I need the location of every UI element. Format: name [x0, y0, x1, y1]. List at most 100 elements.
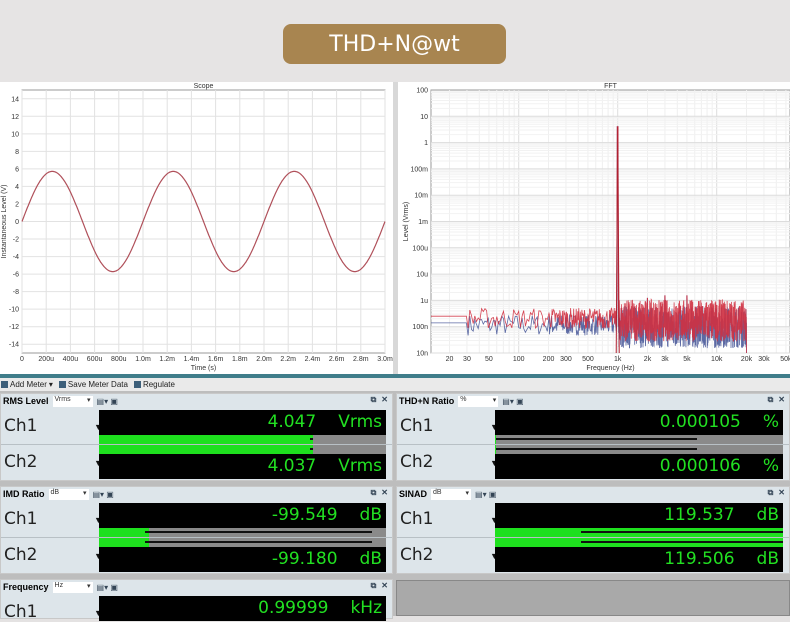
add-icon — [1, 381, 8, 388]
channel-label: Ch2 — [400, 545, 434, 565]
x-tick-label: 1.2m — [159, 356, 175, 363]
x-tick-label: 600u — [87, 356, 103, 363]
channel-label: Ch1 — [4, 509, 38, 529]
y-tick-label: 0 — [15, 219, 19, 226]
meter-unit: dB — [359, 549, 382, 569]
y-tick-label: 100m — [410, 166, 428, 173]
meter-options-icon[interactable]: ▤▾ ▣ — [96, 582, 118, 592]
meter-header: THD+N Ratio%▤▾ ▣ ⧉ ✕ — [397, 394, 789, 408]
level-bar — [495, 528, 783, 537]
value-display: 4.037 Vrms — [99, 454, 386, 479]
x-tick-label: 200u — [38, 356, 54, 363]
x-axis-label: Time (s) — [191, 365, 216, 372]
channel-dropdown-arrow[interactable]: ▼ — [94, 515, 103, 525]
splitter[interactable] — [0, 374, 790, 378]
unit-select[interactable]: % — [458, 395, 499, 407]
unit-select[interactable]: Hz — [52, 581, 93, 593]
channel-label: Ch1 — [4, 416, 38, 436]
channel-dropdown-arrow[interactable]: ▼ — [490, 422, 499, 432]
close-icon[interactable]: ✕ — [381, 395, 388, 404]
meter-value: 4.047 — [267, 412, 317, 432]
chart-title: Scope — [194, 83, 214, 90]
meter-title: THD+N Ratio — [399, 396, 455, 406]
meter-options-icon[interactable]: ▤▾ ▣ — [475, 489, 497, 499]
save-meter-data-button[interactable]: Save Meter Data — [58, 380, 128, 389]
value-display: 0.000106% — [495, 454, 783, 479]
meter-value: 119.537 — [664, 505, 735, 525]
title-button[interactable]: THD+N@wt — [283, 24, 506, 64]
level-bar — [495, 538, 783, 547]
y-tick-label: 2 — [15, 201, 19, 208]
meter-options-icon[interactable]: ▤▾ ▣ — [96, 396, 118, 406]
meter-unit: % — [762, 456, 779, 476]
x-tick-label: 3.0m — [377, 356, 393, 363]
meter-title: RMS Level — [3, 396, 49, 406]
unit-select[interactable]: dB — [48, 488, 89, 500]
channel-dropdown-arrow[interactable]: ▼ — [94, 422, 103, 432]
x-tick-label: 1.0m — [135, 356, 151, 363]
close-icon[interactable]: ✕ — [778, 488, 785, 497]
peak-line — [144, 531, 372, 533]
x-tick-label: 20k — [741, 356, 753, 363]
y-tick-label: 4 — [15, 184, 19, 191]
y-tick-label: 8 — [15, 149, 19, 156]
meter-value: -99.180 — [271, 549, 338, 569]
x-tick-label: 2.4m — [305, 356, 321, 363]
channel-label: Ch1 — [400, 509, 434, 529]
close-icon[interactable]: ✕ — [778, 395, 785, 404]
y-tick-label: 6 — [15, 166, 19, 173]
meter-options-icon[interactable]: ▤▾ ▣ — [502, 396, 524, 406]
popout-icon[interactable]: ⧉ — [767, 488, 774, 497]
popout-icon[interactable]: ⧉ — [370, 395, 377, 404]
y-tick-label: 10 — [420, 114, 428, 121]
y-tick-label: 100n — [412, 324, 428, 331]
meter-toolbar: Add Meter ▾ Save Meter Data Regulate — [0, 378, 790, 391]
bar-fill — [99, 445, 313, 454]
x-tick-label: 300 — [560, 356, 572, 363]
popout-icon[interactable]: ⧉ — [370, 488, 377, 497]
y-axis-label: Level (Vrms) — [403, 202, 410, 241]
meter-options-icon[interactable]: ▤▾ ▣ — [92, 489, 114, 499]
channel-dropdown-arrow[interactable]: ▼ — [94, 551, 103, 561]
close-icon[interactable]: ✕ — [381, 488, 388, 497]
y-tick-label: 1u — [420, 298, 428, 305]
save-icon — [58, 381, 66, 388]
level-bar — [99, 538, 386, 547]
y-tick-label: 10n — [416, 351, 428, 358]
x-tick-label: 1k — [614, 356, 622, 363]
y-tick-label: -12 — [9, 324, 19, 331]
unit-select[interactable]: dB — [431, 488, 472, 500]
popout-icon[interactable]: ⧉ — [370, 581, 377, 590]
level-bar — [495, 445, 783, 454]
add-meter-button[interactable]: Add Meter ▾ — [1, 380, 53, 389]
channel-dropdown-arrow[interactable]: ▼ — [94, 608, 103, 618]
x-tick-label: 50 — [485, 356, 493, 363]
channel-dropdown-arrow[interactable]: ▼ — [490, 551, 499, 561]
x-tick-label: 2.0m — [256, 356, 272, 363]
charts-area: 0 200u 400u 600u 800u 1.0m 1.2m 1.4m 1.6m 1.8m 2.0… — [0, 82, 790, 375]
bar-fill — [495, 435, 497, 444]
peak-marker — [309, 438, 313, 440]
level-bar — [99, 528, 386, 537]
peak-line — [496, 438, 697, 440]
close-icon[interactable]: ✕ — [381, 581, 388, 590]
x-tick-label: 2.2m — [280, 356, 296, 363]
bar-fill — [99, 528, 150, 537]
y-tick-label: 1m — [418, 219, 428, 226]
y-tick-label: 1 — [424, 140, 428, 147]
popout-icon[interactable]: ⧉ — [767, 395, 774, 404]
regulate-button[interactable]: Regulate — [133, 380, 175, 389]
unit-select[interactable]: Vrms — [52, 395, 93, 407]
level-bar — [495, 435, 783, 444]
channel-dropdown-arrow[interactable]: ▼ — [490, 515, 499, 525]
banner: THD+N@wt — [0, 0, 790, 82]
channel-dropdown-arrow[interactable]: ▼ — [94, 458, 103, 468]
meter-value: 4.037 — [267, 456, 317, 476]
channel-dropdown-arrow[interactable]: ▼ — [490, 458, 499, 468]
